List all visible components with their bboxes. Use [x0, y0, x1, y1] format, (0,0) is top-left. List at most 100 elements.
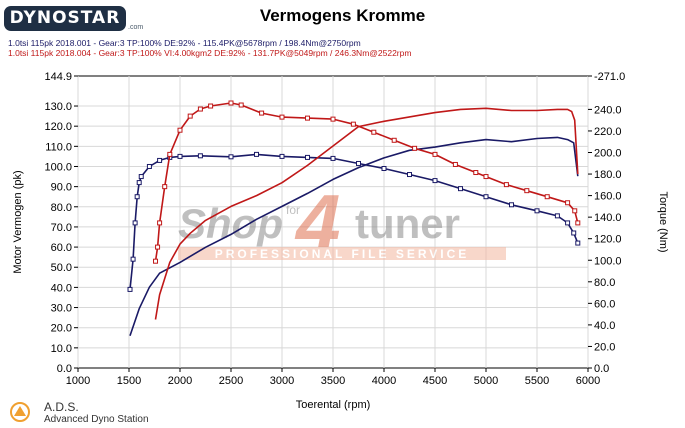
dynostar-logo: DYNOSTAR	[4, 6, 126, 31]
y-tick-label: 110.0	[45, 141, 72, 153]
series-2-marker	[155, 244, 161, 250]
series-2-marker	[157, 220, 163, 226]
watermark-tagline-bar	[178, 247, 506, 260]
series-3-line	[154, 107, 579, 320]
y2-tick-label: 120.0	[594, 234, 622, 246]
series-0-marker	[330, 155, 336, 161]
series-2-marker	[259, 110, 265, 116]
y2-tick-label: 240.0	[594, 104, 622, 116]
axis-layer: 1000 1500 2000 2500 3000 3500 4000 4500 5000 5500…	[44, 71, 625, 387]
watermark-word-small: for	[286, 203, 300, 217]
series-2-marker	[524, 188, 530, 194]
y-tick-label: 10.0	[51, 343, 72, 355]
chart-title: Vermogens Kromme	[259, 6, 426, 25]
y-tick-label: 80.0	[51, 202, 72, 214]
series-2-marker	[575, 220, 581, 226]
series-2-marker	[544, 194, 550, 200]
x-tick-label: 4500	[423, 375, 447, 387]
y-tick-label: 0.0	[57, 363, 72, 375]
ads-logo-icon	[10, 402, 30, 422]
dynostar-logo-sub: .com	[128, 24, 144, 31]
x-tick-label: 1500	[117, 375, 141, 387]
y-tick-label: 120.0	[44, 121, 72, 133]
y-tick-label: 60.0	[51, 242, 72, 254]
series-0-marker	[305, 154, 310, 160]
series-0-marker	[432, 178, 438, 184]
y2-tick-label: 140.0	[594, 212, 622, 224]
y2-tick-label: 180.0	[594, 169, 622, 181]
series-0-marker	[534, 208, 540, 214]
y2-tick-label: 0.0	[594, 363, 609, 375]
series-2-marker	[208, 103, 214, 109]
series-2-marker	[305, 115, 310, 121]
series-2-marker	[483, 174, 489, 180]
x-axis-label: Toerental (rpm)	[296, 399, 371, 411]
series-2-marker	[565, 200, 571, 206]
ads-brand-sub: Advanced Dyno Station	[44, 414, 149, 425]
watermark: Shop for 4 tuner PROFESSIONAL FILE SERVI…	[178, 178, 506, 267]
y2-tick-label: 20.0	[594, 341, 615, 353]
x-tick-label: 2000	[168, 375, 192, 387]
series-0-marker	[134, 194, 140, 200]
series-2-marker	[473, 170, 479, 176]
run-info-2: 1.0tsi 115pk 2018.004 - Gear:3 TP:100% V…	[8, 48, 412, 58]
series-0-marker	[228, 154, 234, 160]
series-2-marker	[187, 113, 193, 119]
series-2-marker	[391, 137, 397, 143]
series-2-marker	[572, 208, 578, 214]
series-0-marker	[279, 153, 285, 159]
series-2-marker	[153, 258, 159, 264]
y2-tick-label: 80.0	[594, 277, 615, 289]
y2-tick-label: 220.0	[594, 126, 622, 138]
series-2-marker	[452, 161, 458, 167]
watermark-word-right: tuner	[355, 200, 460, 247]
series-0-marker	[177, 153, 183, 159]
series-0-marker	[146, 163, 152, 169]
series-0-marker	[254, 151, 259, 157]
y2-tick-label: 100.0	[594, 255, 622, 267]
y-tick-label: 70.0	[51, 222, 72, 234]
x-tick-label: 5000	[474, 375, 498, 387]
run-info-1: 1.0tsi 115pk 2018.001 - Gear:3 TP:100% D…	[8, 38, 361, 48]
series-0-marker	[132, 220, 138, 226]
series-0-marker	[509, 202, 514, 208]
x-tick-label: 5500	[525, 375, 549, 387]
series-2-marker	[279, 114, 285, 120]
y2-tick-label: 40.0	[594, 320, 615, 332]
watermark-word-left: Shop	[178, 200, 283, 247]
x-tick-label: 1000	[66, 375, 90, 387]
y2-tick-label: 60.0	[594, 298, 615, 310]
series-2-marker	[432, 151, 438, 157]
series-0-marker	[138, 174, 144, 180]
series-2-marker	[371, 129, 377, 135]
grid-layer	[77, 76, 589, 368]
y-tick-label: 144.9	[44, 71, 72, 83]
series-0-marker	[197, 153, 203, 159]
series-0-line	[129, 153, 579, 290]
series-0-marker	[127, 286, 133, 292]
ads-brand: A.D.S.	[44, 400, 79, 414]
series-1-line	[129, 136, 579, 336]
y-tick-label: 40.0	[51, 282, 72, 294]
series-2-marker	[412, 145, 418, 151]
series-0-marker	[575, 240, 581, 246]
series-0-marker	[554, 213, 560, 219]
series-2-marker	[350, 121, 356, 127]
y2-tick-label: 200.0	[594, 148, 622, 160]
series-0-marker	[407, 172, 412, 178]
y-tick-label: 50.0	[51, 262, 72, 274]
x-tick-label: 3000	[270, 375, 294, 387]
x-tick-label: 3500	[321, 375, 345, 387]
series-0-marker	[565, 220, 571, 226]
series-2-marker	[238, 102, 244, 108]
x-tick-label: 2500	[219, 375, 243, 387]
series-0-marker	[483, 194, 489, 200]
y2-tick-label: -271.0	[594, 71, 625, 83]
series-2-marker	[228, 100, 234, 106]
y-tick-label: 90.0	[51, 182, 72, 194]
series-2-marker	[330, 116, 336, 122]
series-0-marker	[571, 230, 577, 236]
y-tick-label: 30.0	[51, 303, 72, 315]
y-axis-label: Motor Vermogen (pk)	[12, 170, 24, 273]
